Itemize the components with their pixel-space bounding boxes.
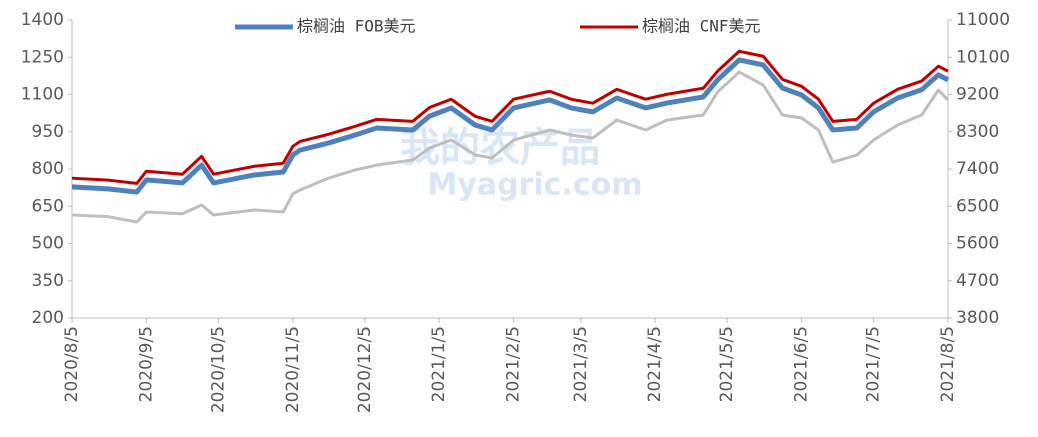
x-tick-label: 2020/11/5: [283, 326, 303, 413]
series-line: [71, 49, 949, 185]
x-tick-label: 2021/1/5: [429, 326, 449, 402]
series-line: [71, 70, 950, 224]
x-tick-label: 2021/7/5: [864, 326, 884, 402]
x-tick-label: 2021/8/5: [938, 326, 958, 402]
y2-tick-label: 5600: [956, 234, 999, 254]
y-tick-label: 200: [32, 308, 64, 328]
x-tick-label: 2021/5/5: [717, 326, 737, 402]
y-tick-label: 1400: [21, 10, 64, 30]
y2-tick-label: 8300: [956, 122, 999, 142]
x-tick-label: 2021/6/5: [792, 326, 812, 402]
x-tick-label: 2020/9/5: [136, 326, 156, 402]
series-line: [71, 57, 950, 195]
y2-tick-label: 7400: [956, 159, 999, 179]
y2-tick-label: 9200: [956, 85, 999, 105]
y-tick-label: 650: [32, 196, 64, 216]
y-tick-label: 950: [32, 122, 64, 142]
watermark: Myagric.com: [427, 168, 642, 203]
legend-label: 棕榈油 FOB美元: [297, 17, 416, 36]
y-tick-label: 500: [32, 234, 64, 254]
legend-label: 棕榈油 CNF美元: [642, 17, 761, 36]
x-tick-label: 2020/10/5: [208, 326, 228, 413]
y2-tick-label: 11000: [956, 10, 1010, 30]
y2-tick-label: 10100: [956, 47, 1010, 67]
y2-tick-label: 4700: [956, 271, 999, 291]
x-tick-label: 2021/4/5: [645, 326, 665, 402]
x-tick-label: 2021/3/5: [571, 326, 591, 402]
x-tick-label: 2021/2/5: [504, 326, 524, 402]
y-tick-label: 1250: [21, 47, 64, 67]
x-tick-label: 2020/8/5: [62, 326, 82, 402]
y2-tick-label: 3800: [956, 308, 999, 328]
x-tick-label: 2020/12/5: [355, 326, 375, 413]
y2-tick-label: 6500: [956, 196, 999, 216]
y-tick-label: 350: [32, 271, 64, 291]
y-tick-label: 800: [32, 159, 64, 179]
y-tick-label: 1100: [21, 85, 64, 105]
